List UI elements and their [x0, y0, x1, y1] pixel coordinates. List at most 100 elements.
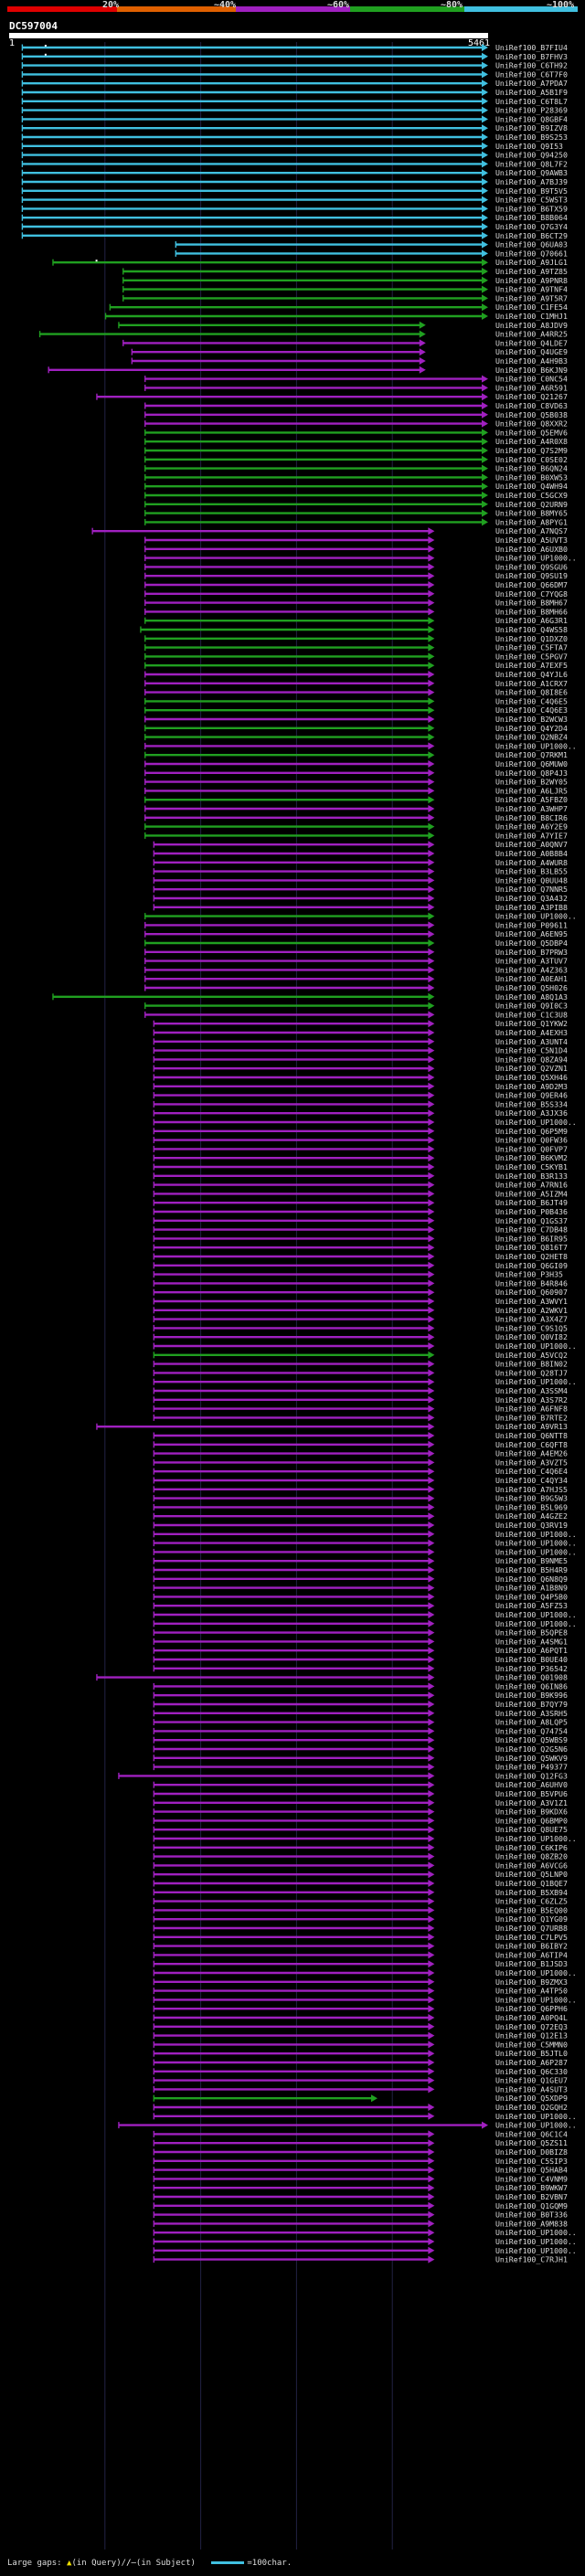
hit-row[interactable]: UniRef100_A6VCG6: [153, 1860, 568, 1870]
hit-row[interactable]: UniRef100_UP1000..: [153, 2246, 577, 2255]
hit-row[interactable]: UniRef100_B7QY79: [153, 1700, 568, 1709]
hit-row[interactable]: UniRef100_A6EN95: [144, 929, 568, 938]
hit-row[interactable]: UniRef100_A6PQT1: [153, 1646, 568, 1655]
hit-row[interactable]: UniRef100_C1MHJ1: [104, 312, 568, 321]
hit-row[interactable]: UniRef100_A3VZT5: [153, 1458, 568, 1467]
hit-row[interactable]: UniRef100_A4SMG1: [153, 1637, 568, 1646]
hit-row[interactable]: UniRef100_A7EXF5: [144, 661, 568, 670]
hit-row[interactable]: UniRef100_Q2GQH2: [153, 2103, 568, 2112]
hit-row[interactable]: UniRef100_Q9SGU6: [144, 562, 568, 571]
hit-row[interactable]: UniRef100_Q5B038: [144, 410, 568, 419]
hit-row[interactable]: UniRef100_Q1DXZ0: [144, 634, 568, 643]
hit-row[interactable]: UniRef100_A7BJ39: [21, 177, 568, 186]
hit-row[interactable]: UniRef100_C6QFT8: [153, 1440, 568, 1449]
hit-row[interactable]: UniRef100_B6QN24: [144, 464, 568, 473]
hit-row[interactable]: UniRef100_B8MH66: [144, 607, 568, 616]
hit-row[interactable]: UniRef100_P0B436: [153, 1207, 568, 1216]
hit-row[interactable]: UniRef100_A7NQS7: [91, 526, 568, 535]
hit-row[interactable]: UniRef100_Q5EMV6: [144, 428, 568, 437]
hit-row[interactable]: UniRef100_B5XB94: [153, 1888, 568, 1897]
hit-row[interactable]: UniRef100_B0XW53: [144, 472, 568, 482]
hit-row[interactable]: UniRef100_B9T5V5: [21, 186, 568, 196]
hit-row[interactable]: UniRef100_B9ZMX3: [153, 1977, 568, 1987]
hit-row[interactable]: UniRef100_A3TUV7: [144, 957, 568, 966]
hit-row[interactable]: UniRef100_B8MY65: [144, 509, 568, 518]
hit-row[interactable]: UniRef100_UP1000..: [153, 1547, 577, 1556]
hit-row[interactable]: UniRef100_A0EAH1: [144, 974, 568, 983]
hit-row[interactable]: UniRef100_A9PNR8: [122, 276, 568, 285]
hit-row[interactable]: UniRef100_Q9I0C3: [144, 1002, 568, 1011]
hit-row[interactable]: UniRef100_Q2G5N6: [153, 1744, 568, 1754]
hit-row[interactable]: UniRef100_Q66DM7: [144, 580, 568, 589]
hit-row[interactable]: UniRef100_Q0FW36: [153, 1136, 568, 1145]
hit-row[interactable]: UniRef100_B6IBY2: [153, 1942, 568, 1951]
hit-row[interactable]: UniRef100_A6Y2E9: [144, 822, 568, 832]
hit-row[interactable]: UniRef100_A4SUT3: [153, 2084, 568, 2094]
hit-row[interactable]: UniRef100_B7RTE2: [153, 1413, 568, 1422]
hit-row[interactable]: UniRef100_C4Q6E5: [144, 696, 568, 705]
hit-row[interactable]: UniRef100_Q8ZB20: [153, 1852, 568, 1861]
hit-row[interactable]: UniRef100_Q9AWB3: [21, 168, 568, 177]
hit-row[interactable]: UniRef100_B0UE40: [153, 1655, 568, 1664]
hit-row[interactable]: UniRef100_B2VBN7: [153, 2192, 568, 2201]
hit-row[interactable]: UniRef100_C6TH92: [21, 61, 568, 70]
hit-row[interactable]: UniRef100_A5UVT3: [144, 535, 568, 545]
hit-row[interactable]: UniRef100_Q6IN86: [153, 1681, 568, 1691]
hit-row[interactable]: UniRef100_A0B8B4: [153, 849, 568, 858]
hit-row[interactable]: UniRef100_Q7S2M9: [144, 446, 568, 455]
hit-row[interactable]: UniRef100_Q6C330: [153, 2067, 568, 2076]
hit-row[interactable]: UniRef100_B9KDX6: [153, 1807, 568, 1817]
hit-row[interactable]: UniRef100_C5WST3: [21, 196, 568, 205]
hit-row[interactable]: UniRef100_UP1000..: [118, 2121, 577, 2130]
hit-row[interactable]: UniRef100_Q9SU19: [144, 571, 568, 580]
hit-row[interactable]: UniRef100_C4QY34: [153, 1476, 568, 1485]
hit-row[interactable]: UniRef100_Q6NTT8: [153, 1431, 568, 1440]
hit-row[interactable]: UniRef100_D0BIZ8: [153, 2147, 568, 2157]
hit-row[interactable]: UniRef100_Q4WS58: [140, 625, 568, 634]
hit-row[interactable]: UniRef100_UP1000..: [144, 912, 577, 921]
hit-row[interactable]: UniRef100_B8CIR6: [144, 813, 568, 822]
hit-row[interactable]: UniRef100_UP1000..: [153, 1530, 577, 1539]
hit-row[interactable]: UniRef100_C8VD63: [144, 401, 568, 410]
hit-row[interactable]: UniRef100_A5IZM4: [153, 1189, 568, 1198]
hit-row[interactable]: UniRef100_A4Z363: [144, 965, 568, 974]
hit-row[interactable]: UniRef100_B5L969: [153, 1502, 568, 1511]
hit-row[interactable]: UniRef100_B6JT49: [153, 1198, 568, 1207]
hit-row[interactable]: UniRef100_Q0UU48: [153, 875, 568, 885]
hit-row[interactable]: UniRef100_Q1GS37: [153, 1216, 568, 1225]
hit-row[interactable]: UniRef100_C7RJH1: [153, 2255, 568, 2264]
hit-row[interactable]: UniRef100_P3H35: [153, 1270, 563, 1279]
hit-row[interactable]: UniRef100_A5B1F9: [21, 88, 568, 97]
hit-row[interactable]: UniRef100_Q1GEU7: [153, 2076, 568, 2085]
hit-row[interactable]: UniRef100_A3S7R2: [153, 1395, 568, 1405]
hit-row[interactable]: UniRef100_B7FHV3: [21, 52, 568, 61]
hit-row[interactable]: UniRef100_A4EM26: [153, 1449, 568, 1458]
hit-row[interactable]: UniRef100_A6G3R1: [144, 616, 568, 625]
hit-row[interactable]: UniRef100_Q6C1C4: [153, 2129, 568, 2138]
hit-row[interactable]: UniRef100_C5FTA7: [144, 643, 568, 652]
hit-row[interactable]: UniRef100_B9WKW7: [153, 2183, 568, 2192]
hit-row[interactable]: UniRef100_Q0VI82: [153, 1332, 568, 1341]
hit-row[interactable]: UniRef100_UP1000..: [144, 554, 577, 563]
hit-row[interactable]: UniRef100_UP1000..: [153, 1834, 577, 1843]
hit-row[interactable]: UniRef100_A3JX36: [153, 1108, 568, 1118]
hit-row[interactable]: UniRef100_B1JSD3: [153, 1959, 568, 1968]
hit-row[interactable]: UniRef100_Q8GBF4: [21, 114, 568, 123]
hit-row[interactable]: UniRef100_UP1000..: [153, 1377, 577, 1386]
hit-row[interactable]: UniRef100_B8IN02: [153, 1360, 568, 1369]
hit-row[interactable]: UniRef100_A7RN16: [153, 1181, 568, 1190]
hit-row[interactable]: UniRef100_A4GZE2: [153, 1511, 568, 1521]
hit-row[interactable]: UniRef100_C6T7F0: [21, 69, 568, 79]
hit-row[interactable]: UniRef100_Q6BMP0: [153, 1816, 568, 1825]
hit-row[interactable]: UniRef100_A5FBZ0: [144, 795, 568, 804]
hit-row[interactable]: UniRef100_Q8ZA94: [153, 1055, 568, 1064]
hit-row[interactable]: UniRef100_C0SE02: [144, 455, 568, 464]
hit-row[interactable]: UniRef100_B7FIU4: [21, 43, 568, 52]
hit-row[interactable]: UniRef100_Q94250: [21, 151, 568, 160]
hit-row[interactable]: UniRef100_Q60907: [153, 1288, 568, 1297]
hit-row[interactable]: UniRef100_Q12FG3: [118, 1771, 568, 1780]
hit-row[interactable]: UniRef100_Q8UE75: [153, 1825, 568, 1834]
hit-row[interactable]: UniRef100_Q8P4J3: [144, 769, 568, 778]
hit-row[interactable]: UniRef100_Q74754: [153, 1726, 568, 1735]
hit-row[interactable]: UniRef100_A3SSM4: [153, 1386, 568, 1395]
